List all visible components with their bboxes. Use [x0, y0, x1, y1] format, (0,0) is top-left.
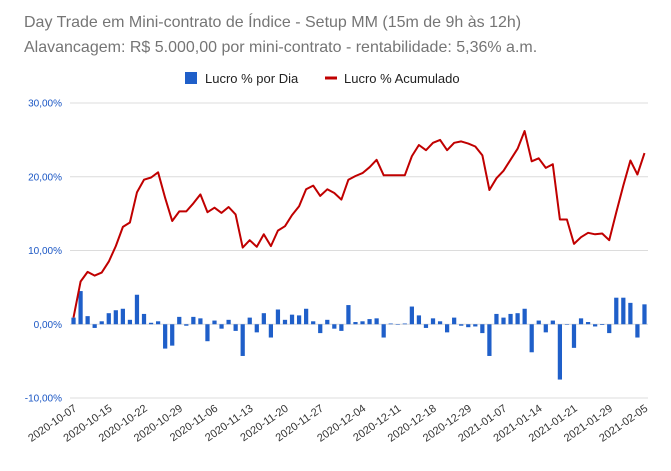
bar	[381, 324, 386, 338]
y-tick-label: 10,00%	[28, 246, 62, 257]
bar	[466, 324, 471, 328]
bar	[304, 308, 309, 325]
bar	[416, 315, 422, 325]
bar	[325, 319, 330, 325]
bar	[585, 322, 591, 325]
y-tick-label: 0,00%	[34, 320, 62, 331]
bar	[296, 315, 302, 325]
legend: Lucro % por Dia Lucro % Acumulado	[185, 71, 460, 86]
bar	[452, 317, 457, 325]
bar	[430, 318, 436, 325]
bar	[212, 320, 217, 325]
bar	[628, 302, 633, 325]
bar	[113, 310, 118, 325]
bar	[289, 314, 295, 325]
bar	[106, 313, 111, 325]
bar	[374, 318, 379, 325]
bar	[550, 320, 555, 325]
bar	[571, 324, 577, 348]
bar	[99, 321, 104, 325]
y-tick-label: 30,00%	[28, 99, 62, 110]
bar	[346, 305, 351, 325]
bar	[480, 324, 485, 334]
bar	[177, 316, 182, 325]
chart-subtitle: Alavancagem: R$ 5.000,00 por mini-contra…	[24, 39, 538, 56]
bar	[339, 324, 344, 331]
bar	[621, 297, 626, 325]
bar	[275, 309, 281, 325]
bar	[71, 317, 76, 325]
bar	[388, 323, 393, 325]
bar	[282, 319, 288, 325]
bar	[607, 324, 612, 334]
bar	[318, 324, 323, 334]
bar	[543, 324, 548, 333]
chart-title: Day Trade em Mini-contrato de Índice - S…	[24, 14, 522, 31]
bar	[515, 313, 520, 325]
bar	[614, 297, 619, 325]
bar	[148, 322, 154, 325]
bar	[247, 317, 252, 325]
bar	[191, 316, 196, 325]
y-tick-label: 20,00%	[28, 172, 62, 183]
bar	[494, 313, 499, 325]
legend-label-bars: Lucro % por Dia	[205, 71, 299, 86]
bar	[409, 306, 414, 325]
bar	[163, 324, 168, 349]
bar	[254, 324, 259, 333]
bar	[402, 323, 407, 325]
bar	[141, 313, 147, 325]
legend-swatch-bars	[185, 72, 197, 84]
bar	[85, 316, 90, 325]
legend-label-line: Lucro % Acumulado	[344, 71, 460, 86]
bar	[642, 304, 647, 325]
bar	[593, 324, 598, 327]
x-axis-ticks: 2020-10-072020-10-152020-10-222020-10-29…	[26, 403, 650, 445]
bar	[360, 321, 365, 325]
bar	[501, 317, 506, 325]
line-series	[72, 130, 646, 318]
bar	[578, 318, 584, 325]
bar	[311, 321, 316, 325]
bar	[444, 324, 450, 333]
bar-series	[71, 291, 647, 380]
bar	[473, 324, 478, 327]
bar	[487, 324, 492, 356]
y-axis-ticks: -10,00% 0,00% 10,00% 20,00% 30,00%	[25, 99, 62, 405]
bar	[226, 319, 231, 325]
bar	[233, 324, 238, 331]
bar	[367, 319, 372, 325]
bar	[78, 291, 83, 325]
bar	[332, 324, 337, 329]
bar	[635, 324, 640, 338]
bar	[395, 324, 400, 325]
bar	[92, 324, 97, 328]
bar	[198, 318, 203, 325]
bar	[205, 324, 210, 342]
bar	[170, 324, 175, 346]
bar	[184, 324, 189, 326]
bar	[564, 324, 570, 325]
bar	[529, 324, 534, 353]
bar	[127, 319, 133, 325]
bar	[508, 313, 513, 325]
bar	[459, 324, 464, 326]
bar	[268, 324, 274, 338]
bar	[219, 324, 224, 329]
cumulative-line	[72, 130, 646, 318]
bar	[600, 324, 605, 325]
bar	[134, 294, 140, 325]
bar	[353, 322, 358, 325]
bar	[423, 324, 429, 328]
bar	[155, 321, 161, 325]
y-tick-label: -10,00%	[25, 394, 62, 405]
bar	[536, 320, 541, 325]
bar	[437, 321, 443, 325]
bar	[240, 324, 245, 356]
bar	[522, 308, 527, 325]
bar	[120, 308, 125, 325]
bar	[261, 313, 266, 325]
bar	[557, 324, 563, 380]
